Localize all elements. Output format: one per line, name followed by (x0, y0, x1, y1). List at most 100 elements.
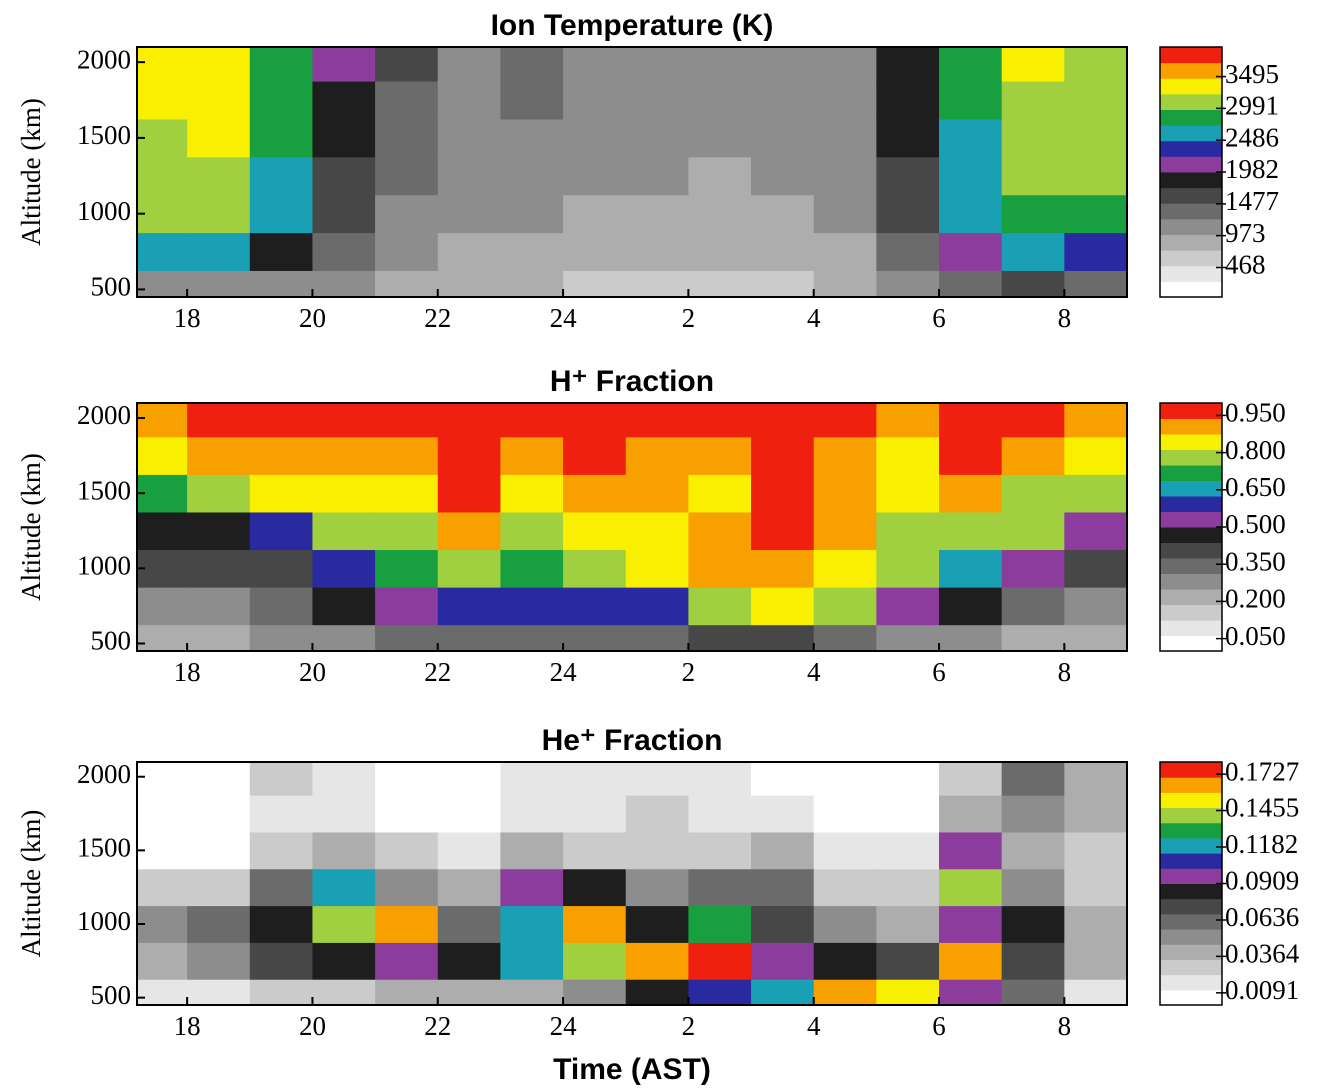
cell (137, 436, 188, 475)
colorbar-swatch (1160, 496, 1222, 512)
cell (375, 403, 439, 438)
y-tick-label: 1500 (77, 833, 131, 863)
cell (876, 511, 940, 551)
cell (137, 194, 188, 234)
cell (751, 549, 815, 588)
cell (312, 905, 376, 943)
colorbar-tick-label: 0.0364 (1225, 939, 1300, 969)
colorbar-swatch (1160, 465, 1222, 481)
cell (563, 624, 627, 651)
x-tick-label: 8 (1058, 303, 1072, 333)
cell (813, 403, 877, 438)
cell (249, 436, 313, 475)
cell (1064, 905, 1127, 943)
cell (751, 156, 815, 196)
cell (751, 403, 815, 438)
cell (500, 905, 564, 943)
cell (751, 474, 815, 513)
chart-title: He⁺ Fraction (542, 724, 723, 757)
cell (1064, 403, 1127, 438)
cell (437, 762, 501, 796)
cell (876, 474, 940, 513)
cell (751, 436, 815, 475)
colorbar-tick-label: 0.350 (1225, 546, 1286, 576)
x-tick-label: 18 (174, 657, 201, 687)
x-tick-label: 20 (299, 303, 326, 333)
colorbar-swatch (1160, 837, 1222, 854)
cell (625, 194, 689, 234)
cell (563, 403, 627, 438)
cell (500, 624, 564, 651)
cell (1064, 942, 1127, 980)
x-tick-label: 2 (682, 303, 696, 333)
cell (563, 868, 627, 907)
colorbar-swatch (1160, 172, 1222, 189)
cell (939, 587, 1003, 626)
cell (312, 831, 376, 870)
cell (1064, 156, 1127, 196)
cell (500, 868, 564, 907)
cell (1001, 587, 1065, 626)
cell (563, 270, 627, 297)
cell (1064, 118, 1127, 158)
x-axis-label: Time (AST) (553, 1053, 711, 1086)
cell (437, 403, 501, 438)
cell (625, 47, 689, 82)
cell (625, 474, 689, 513)
cell (375, 979, 439, 1005)
y-tick-label: 1000 (77, 906, 131, 936)
cell (1001, 942, 1065, 980)
cell (876, 81, 940, 120)
cell (187, 47, 251, 82)
cell (137, 511, 188, 551)
y-tick-label: 1500 (77, 120, 131, 150)
cell (249, 624, 313, 651)
cell (625, 979, 689, 1005)
cell (500, 474, 564, 513)
cell (876, 270, 940, 297)
colorbar-tick-label: 0.500 (1225, 509, 1286, 539)
cell (876, 624, 940, 651)
cell (1064, 270, 1127, 297)
cell (1001, 232, 1065, 271)
cell (688, 47, 752, 82)
cell (500, 549, 564, 588)
cell (375, 624, 439, 651)
colorbar-swatch (1160, 156, 1222, 173)
cell (375, 156, 439, 196)
cell (1064, 624, 1127, 651)
cell (437, 511, 501, 551)
cell (1064, 795, 1127, 833)
colorbar-tick-label: 3495 (1225, 59, 1279, 89)
cell (249, 942, 313, 980)
cell (500, 762, 564, 796)
colorbar-swatch (1160, 604, 1222, 621)
colorbar-tick-label: 0.1727 (1225, 756, 1299, 786)
cell (375, 942, 439, 980)
cell (939, 905, 1003, 943)
cell (249, 47, 313, 82)
cell (563, 81, 627, 120)
cell (813, 979, 877, 1005)
colorbar-swatch (1160, 203, 1222, 220)
cell (625, 118, 689, 158)
cell (249, 194, 313, 234)
cell (939, 831, 1003, 870)
y-tick-label: 500 (91, 980, 132, 1010)
cell (939, 270, 1003, 297)
cell (688, 511, 752, 551)
x-tick-label: 2 (682, 657, 696, 687)
cell (312, 156, 376, 196)
cell (375, 905, 439, 943)
cell (375, 194, 439, 234)
cell (137, 47, 188, 82)
cell (137, 587, 188, 626)
cell (625, 942, 689, 980)
cell (813, 549, 877, 588)
colorbar-swatch (1160, 822, 1222, 839)
cell (137, 232, 188, 271)
colorbar-swatch (1160, 434, 1222, 450)
cell (1001, 979, 1065, 1005)
cell (625, 868, 689, 907)
cell (688, 795, 752, 833)
